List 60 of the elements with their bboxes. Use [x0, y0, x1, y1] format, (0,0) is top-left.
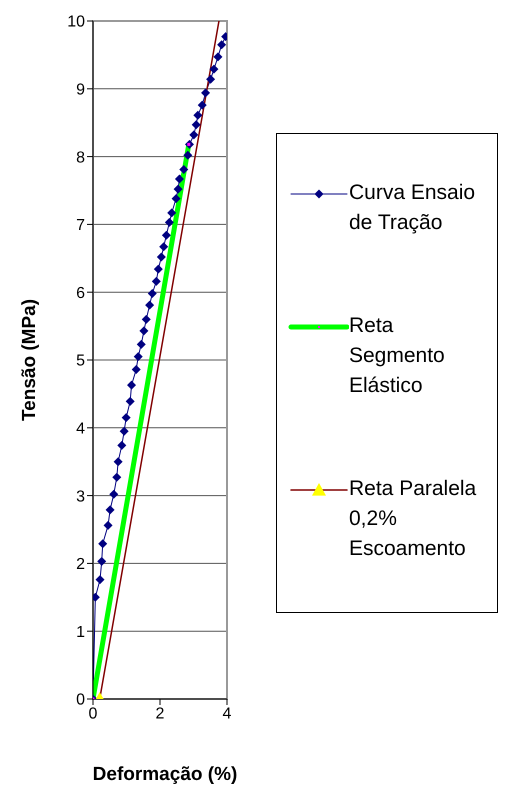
x-axis-title: Deformação (%) — [92, 764, 238, 786]
y-tick-label: 2 — [76, 556, 86, 574]
point — [217, 40, 226, 50]
x-tick-label: 2 — [156, 705, 165, 722]
point — [97, 556, 106, 566]
legend-label: Reta Segmento Elástico — [349, 312, 446, 399]
point — [189, 130, 198, 140]
y-tick-label: 0 — [76, 692, 86, 709]
point — [201, 88, 210, 98]
point — [134, 352, 143, 362]
y-axis-title: Tensão (MPa) — [19, 298, 41, 422]
point — [206, 74, 216, 84]
x-tick-label: 4 — [222, 705, 232, 722]
point — [114, 457, 123, 466]
point — [152, 276, 161, 286]
point — [139, 326, 148, 336]
y-tick-label: 5 — [76, 352, 86, 370]
point — [183, 150, 192, 160]
x-tick-label: 0 — [88, 705, 98, 722]
point — [159, 242, 168, 252]
point — [96, 575, 105, 584]
legend-label: Curva Ensaio de Tração — [349, 180, 476, 236]
point — [172, 194, 181, 204]
point — [162, 230, 171, 240]
point — [117, 440, 126, 450]
point — [109, 490, 118, 499]
point — [193, 110, 202, 120]
point — [132, 364, 141, 374]
point — [164, 218, 174, 227]
y-tick-label: 6 — [76, 284, 86, 302]
point — [209, 64, 218, 74]
y-tick-label: 8 — [76, 149, 86, 166]
point — [127, 380, 136, 390]
point — [179, 164, 188, 174]
point — [120, 426, 129, 436]
point — [192, 120, 201, 130]
point — [98, 539, 108, 548]
legend-label: Reta Paralela 0,2% Escoamento — [349, 476, 478, 562]
y-tick-label: 7 — [76, 217, 86, 234]
y-tick-label: 1 — [76, 624, 86, 641]
point — [213, 52, 222, 62]
point — [148, 289, 157, 298]
point — [154, 264, 163, 274]
point — [122, 413, 131, 422]
point — [126, 396, 135, 406]
point — [145, 300, 154, 310]
point — [198, 100, 207, 110]
point — [167, 208, 176, 218]
y-tick-label: 4 — [76, 420, 86, 438]
y-tick-label: 10 — [67, 14, 86, 31]
point — [112, 472, 122, 482]
point — [104, 520, 113, 530]
point — [136, 340, 146, 349]
point — [174, 174, 184, 184]
y-tick-label: 3 — [76, 488, 86, 506]
point — [174, 184, 183, 194]
y-tick-label: 9 — [76, 81, 86, 98]
point — [156, 252, 166, 262]
point — [106, 505, 115, 514]
point — [142, 314, 151, 324]
